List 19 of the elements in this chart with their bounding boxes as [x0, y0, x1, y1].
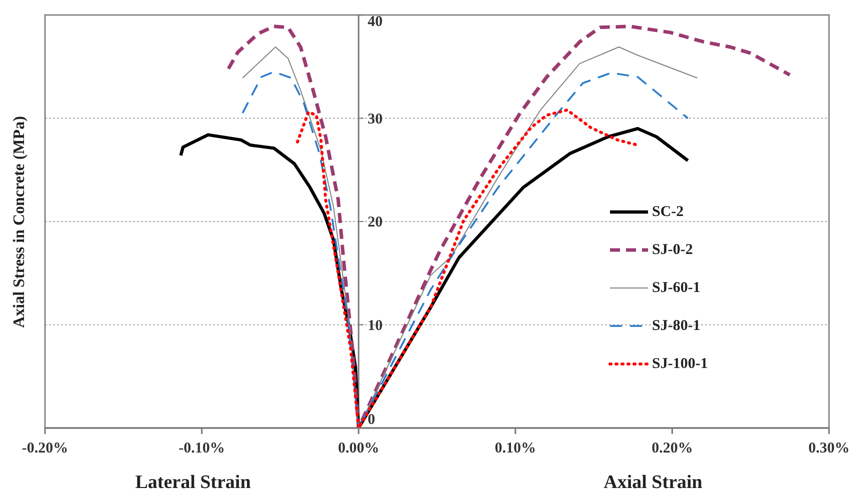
x-tick-label: -0.20% — [22, 440, 68, 457]
legend-label: SJ-0-2 — [652, 242, 693, 258]
y-tick-label: 0 — [368, 412, 376, 428]
y-axis-title: Axial Stress in Concrete (MPa) — [11, 116, 29, 328]
y-tick-label: 20 — [368, 214, 383, 230]
legend-label: SJ-100-1 — [652, 356, 708, 372]
x-tick-label: 0.20% — [652, 440, 693, 457]
x-tick-label: 0.00% — [338, 440, 380, 457]
x-tick-label: 0.10% — [494, 440, 536, 457]
x-tick-label: 0.30% — [808, 440, 850, 457]
x-tick-label: -0.10% — [178, 440, 225, 457]
legend-label: SC-2 — [652, 204, 684, 220]
y-tick-label: 30 — [368, 111, 383, 128]
legend-label: SJ-80-1 — [652, 318, 700, 334]
x-axis-title: Lateral Strain — [134, 472, 252, 494]
y-tick-label: 40 — [368, 14, 383, 30]
text: Axial Strain — [602, 472, 704, 494]
legend-label: SJ-60-1 — [652, 280, 700, 296]
y-tick-label: 10 — [368, 318, 383, 334]
